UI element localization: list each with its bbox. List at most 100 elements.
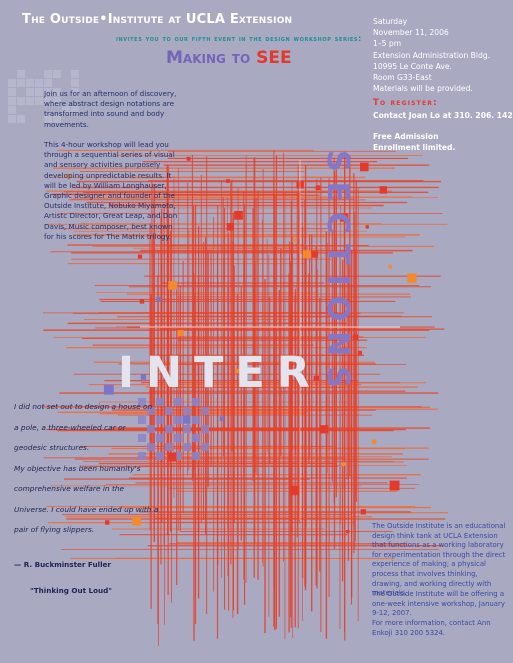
deco-square xyxy=(139,299,145,304)
event-detail: 1–5 pm xyxy=(373,39,402,49)
deco-square xyxy=(53,97,61,105)
deco-square xyxy=(156,434,164,442)
about-paragraph: The Outside Institute will be offering a… xyxy=(372,590,505,618)
deco-square xyxy=(53,115,61,123)
deco-square xyxy=(138,416,146,424)
deco-square xyxy=(340,213,349,222)
deco-square xyxy=(346,529,350,534)
deco-square xyxy=(103,384,114,395)
deco-square xyxy=(8,97,16,105)
deco-square xyxy=(177,330,184,337)
deco-square xyxy=(192,434,200,442)
deco-square xyxy=(280,375,284,379)
deco-square xyxy=(26,97,34,105)
deco-square xyxy=(17,115,25,123)
deco-square xyxy=(201,425,209,433)
deco-square xyxy=(388,264,393,269)
deco-square xyxy=(44,97,52,105)
event-detail: Saturday xyxy=(373,17,408,26)
deco-square xyxy=(44,70,52,78)
deco-square xyxy=(183,443,191,451)
deco-square xyxy=(341,462,346,466)
deco-square xyxy=(311,251,319,258)
deco-square xyxy=(165,407,173,415)
contact: Contact Joan Lo at 310. 206. 1422 xyxy=(373,111,513,120)
deco-square xyxy=(174,452,182,460)
deco-square xyxy=(156,296,161,302)
deco-square xyxy=(71,106,79,114)
admission: Free Admission xyxy=(373,132,439,141)
event-detail: Room G33-East xyxy=(373,73,432,82)
quote-author: — R. Buckminster Fuller xyxy=(14,560,111,569)
quote-line: pair of flying slippers. xyxy=(14,525,95,534)
about-paragraph: For more information, contact Ann Enkoji… xyxy=(372,619,491,637)
deco-square xyxy=(389,480,400,491)
deco-square xyxy=(138,398,146,406)
intro-paragraph: Join us for an afternoon of discovery, w… xyxy=(44,89,177,129)
deco-square xyxy=(360,162,369,172)
quote-line: geodesic structures. xyxy=(14,443,90,452)
deco-square xyxy=(292,238,296,243)
deco-square xyxy=(289,485,300,496)
deco-square xyxy=(62,106,70,114)
deco-square xyxy=(357,350,362,355)
deco-square xyxy=(226,223,235,231)
deco-square xyxy=(183,425,191,433)
deco-square xyxy=(156,416,164,424)
deco-square xyxy=(174,416,182,424)
deco-square xyxy=(168,281,177,290)
deco-square xyxy=(44,79,52,87)
deco-square xyxy=(156,398,164,406)
deco-square xyxy=(319,425,329,434)
deco-square xyxy=(234,368,240,374)
deco-square xyxy=(140,374,147,380)
deco-square xyxy=(44,115,52,123)
deco-square xyxy=(174,398,182,406)
deco-square xyxy=(182,415,191,424)
invitation: invites you to our fifth event in the de… xyxy=(116,34,362,43)
deco-square xyxy=(379,186,388,194)
deco-square xyxy=(17,70,25,78)
deco-square xyxy=(138,434,146,442)
title: The Outside•Institute at UCLA Extension xyxy=(22,12,293,27)
deco-square xyxy=(8,106,16,114)
deco-square xyxy=(147,407,155,415)
deco-square xyxy=(138,452,146,460)
deco-square xyxy=(66,173,71,179)
deco-square xyxy=(105,520,110,525)
quote-line: comprehensive welfare in the xyxy=(14,484,125,493)
event-detail: November 11, 2006 xyxy=(373,28,449,38)
quote-line: My objective has been humanity's xyxy=(14,463,141,473)
deco-square xyxy=(365,225,369,229)
deco-square xyxy=(147,443,155,451)
deco-square xyxy=(71,70,79,78)
deco-square xyxy=(407,273,417,283)
deco-square xyxy=(8,115,16,123)
intro-paragraph: This 4-hour workshop will lead you throu… xyxy=(44,140,178,241)
deco-square xyxy=(132,516,142,526)
deco-square xyxy=(8,88,16,96)
deco-square xyxy=(71,79,79,87)
deco-square xyxy=(219,416,225,421)
deco-square xyxy=(17,97,25,105)
deco-square xyxy=(17,79,25,87)
deco-square xyxy=(156,452,164,460)
deco-square xyxy=(360,509,366,515)
event-detail: Materials will be provided. xyxy=(373,84,473,94)
art-word: SECTIONS xyxy=(320,150,355,398)
quote-line: I did not set out to design a house on xyxy=(14,402,153,411)
deco-square xyxy=(35,97,43,105)
deco-square xyxy=(226,179,230,183)
deco-square xyxy=(183,407,191,415)
deco-square xyxy=(201,407,209,415)
deco-square xyxy=(35,79,43,87)
deco-square xyxy=(165,443,173,451)
deco-square xyxy=(315,185,321,191)
deco-square xyxy=(44,88,52,96)
deco-square xyxy=(35,88,43,96)
deco-square xyxy=(192,416,200,424)
deco-square xyxy=(352,334,359,340)
deco-square xyxy=(26,88,34,96)
